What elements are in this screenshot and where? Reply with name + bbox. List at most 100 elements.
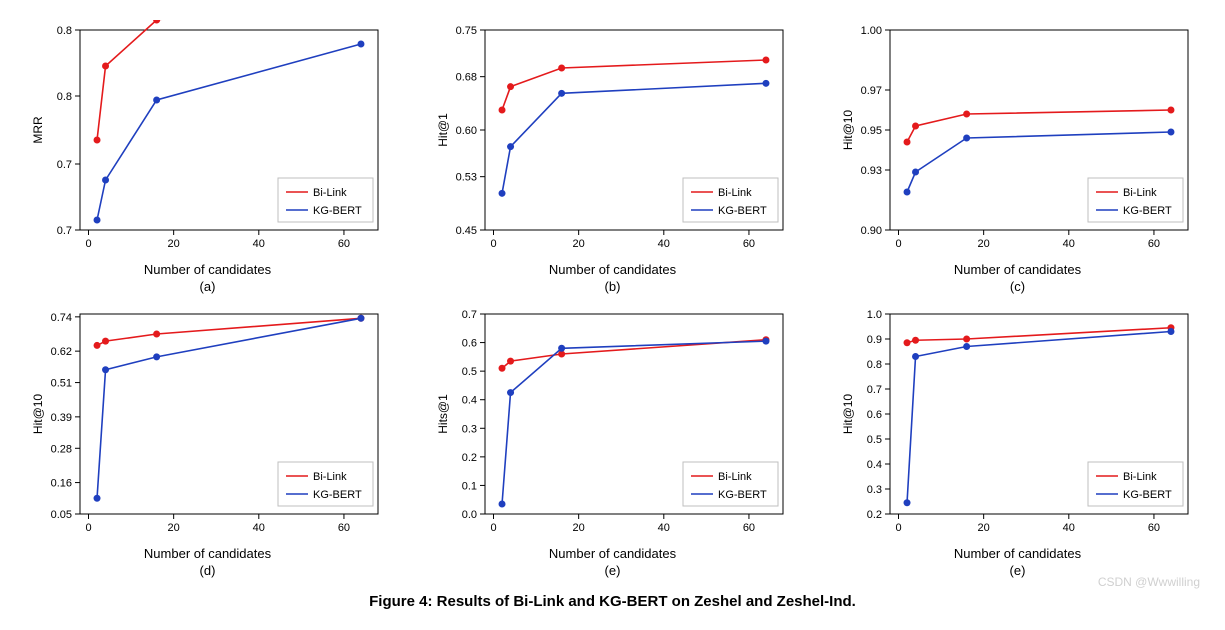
- svg-text:20: 20: [572, 522, 584, 534]
- svg-text:Hit@10: Hit@10: [841, 110, 855, 151]
- svg-text:0.3: 0.3: [461, 423, 476, 435]
- svg-text:KG-BERT: KG-BERT: [313, 489, 362, 501]
- svg-text:60: 60: [1147, 522, 1159, 534]
- svg-text:0.1: 0.1: [461, 480, 476, 492]
- svg-text:0.4: 0.4: [866, 459, 881, 471]
- svg-text:60: 60: [337, 522, 349, 534]
- svg-text:0.7: 0.7: [56, 225, 71, 237]
- subplot-label: (b): [605, 279, 621, 294]
- svg-text:0: 0: [490, 522, 496, 534]
- svg-text:Hit@10: Hit@10: [841, 394, 855, 435]
- svg-text:0.68: 0.68: [455, 72, 476, 84]
- svg-text:0.2: 0.2: [866, 509, 881, 521]
- svg-text:Hit@1: Hit@1: [436, 113, 450, 147]
- svg-text:Bi-Link: Bi-Link: [718, 471, 752, 483]
- svg-text:KG-BERT: KG-BERT: [1123, 205, 1172, 217]
- subplot-label: (d): [200, 563, 216, 578]
- svg-text:0.62: 0.62: [50, 346, 71, 358]
- subplot-label: (a): [200, 279, 216, 294]
- svg-text:20: 20: [167, 522, 179, 534]
- svg-text:0.8: 0.8: [56, 25, 71, 37]
- xlabel: Number of candidates: [144, 262, 271, 277]
- svg-text:KG-BERT: KG-BERT: [718, 489, 767, 501]
- svg-text:0.8: 0.8: [56, 91, 71, 103]
- svg-text:60: 60: [1147, 238, 1159, 250]
- chart-e: 0 20 40 60 0.0 0.1 0.2 0.3 0.4 0.5 0.6 0.7 Hits@1 Bi-…: [425, 304, 800, 578]
- svg-text:0.5: 0.5: [461, 366, 476, 378]
- xlabel: Number of candidates: [549, 546, 676, 561]
- svg-text:60: 60: [337, 238, 349, 250]
- charts-grid: 0 20 40 60 0.7 0.7 0.8 0.8 MRR Bi-Link KG-BERT Numb…: [20, 20, 1205, 578]
- svg-text:0: 0: [85, 238, 91, 250]
- svg-text:0.28: 0.28: [50, 443, 71, 455]
- svg-text:0.93: 0.93: [860, 165, 881, 177]
- svg-text:0: 0: [895, 238, 901, 250]
- subplot-label: (e): [605, 563, 621, 578]
- svg-text:1.0: 1.0: [866, 309, 881, 321]
- svg-text:0.9: 0.9: [866, 334, 881, 346]
- svg-text:Bi-Link: Bi-Link: [718, 187, 752, 199]
- svg-text:KG-BERT: KG-BERT: [313, 205, 362, 217]
- subplot-label: (c): [1010, 279, 1025, 294]
- chart-a: 0 20 40 60 0.7 0.7 0.8 0.8 MRR Bi-Link KG-BERT Numb…: [20, 20, 395, 294]
- svg-text:Bi-Link: Bi-Link: [313, 187, 347, 199]
- svg-text:0.74: 0.74: [50, 312, 71, 324]
- svg-text:0.60: 0.60: [455, 125, 476, 137]
- svg-text:0.05: 0.05: [50, 509, 71, 521]
- subplot-label: (e): [1010, 563, 1026, 578]
- svg-text:Hits@1: Hits@1: [436, 394, 450, 434]
- svg-text:40: 40: [252, 238, 264, 250]
- svg-text:0.3: 0.3: [866, 484, 881, 496]
- svg-text:0.45: 0.45: [455, 225, 476, 237]
- svg-text:Bi-Link: Bi-Link: [1123, 471, 1157, 483]
- svg-text:0.5: 0.5: [866, 434, 881, 446]
- svg-text:0.7: 0.7: [56, 159, 71, 171]
- svg-text:20: 20: [167, 238, 179, 250]
- svg-text:0: 0: [895, 522, 901, 534]
- svg-text:0.8: 0.8: [866, 359, 881, 371]
- svg-text:0.6: 0.6: [866, 409, 881, 421]
- svg-text:1.00: 1.00: [860, 25, 881, 37]
- svg-text:0.6: 0.6: [461, 338, 476, 350]
- svg-text:0.7: 0.7: [866, 384, 881, 396]
- svg-text:40: 40: [657, 522, 669, 534]
- chart-b: 0 20 40 60 0.45 0.53 0.60 0.68 0.75 Hit@1 Bi-Link K…: [425, 20, 800, 294]
- svg-text:40: 40: [1062, 522, 1074, 534]
- svg-text:0.97: 0.97: [860, 85, 881, 97]
- svg-text:Hit@10: Hit@10: [31, 394, 45, 435]
- svg-text:0.4: 0.4: [461, 395, 476, 407]
- svg-text:20: 20: [977, 522, 989, 534]
- svg-text:KG-BERT: KG-BERT: [1123, 489, 1172, 501]
- svg-text:Bi-Link: Bi-Link: [1123, 187, 1157, 199]
- svg-text:0.0: 0.0: [461, 509, 476, 521]
- svg-text:0.7: 0.7: [461, 309, 476, 321]
- chart-d: 0 20 40 60 0.05 0.16 0.28 0.39 0.51 0.62 0.74 Hit@1…: [20, 304, 395, 578]
- svg-text:40: 40: [252, 522, 264, 534]
- xlabel: Number of candidates: [144, 546, 271, 561]
- figure-caption: Figure 4: Results of Bi-Link and KG-BERT…: [20, 593, 1205, 610]
- chart-c: 0 20 40 60 0.90 0.93 0.95 0.97 1.00 Hit@10 Bi-Link…: [830, 20, 1205, 294]
- svg-text:20: 20: [977, 238, 989, 250]
- svg-text:0.53: 0.53: [455, 172, 476, 184]
- watermark: CSDN @Wwwilling: [1098, 575, 1200, 589]
- svg-text:0: 0: [85, 522, 91, 534]
- xlabel: Number of candidates: [954, 546, 1081, 561]
- svg-text:0.51: 0.51: [50, 378, 71, 390]
- svg-text:0.16: 0.16: [50, 478, 71, 490]
- svg-text:20: 20: [572, 238, 584, 250]
- svg-text:MRR: MRR: [31, 116, 45, 144]
- svg-text:0.90: 0.90: [860, 225, 881, 237]
- svg-text:40: 40: [1062, 238, 1074, 250]
- svg-text:0.75: 0.75: [455, 25, 476, 37]
- svg-text:0.2: 0.2: [461, 452, 476, 464]
- chart-f: 0 20 40 60 0.2 0.3 0.4 0.5 0.6 0.7 0.8 0.9 1.0 Hit@10…: [830, 304, 1205, 578]
- svg-text:40: 40: [657, 238, 669, 250]
- svg-text:60: 60: [742, 238, 754, 250]
- xlabel: Number of candidates: [954, 262, 1081, 277]
- svg-text:0.39: 0.39: [50, 412, 71, 424]
- svg-text:KG-BERT: KG-BERT: [718, 205, 767, 217]
- svg-text:60: 60: [742, 522, 754, 534]
- svg-text:0: 0: [490, 238, 496, 250]
- svg-text:0.95: 0.95: [860, 125, 881, 137]
- svg-text:Bi-Link: Bi-Link: [313, 471, 347, 483]
